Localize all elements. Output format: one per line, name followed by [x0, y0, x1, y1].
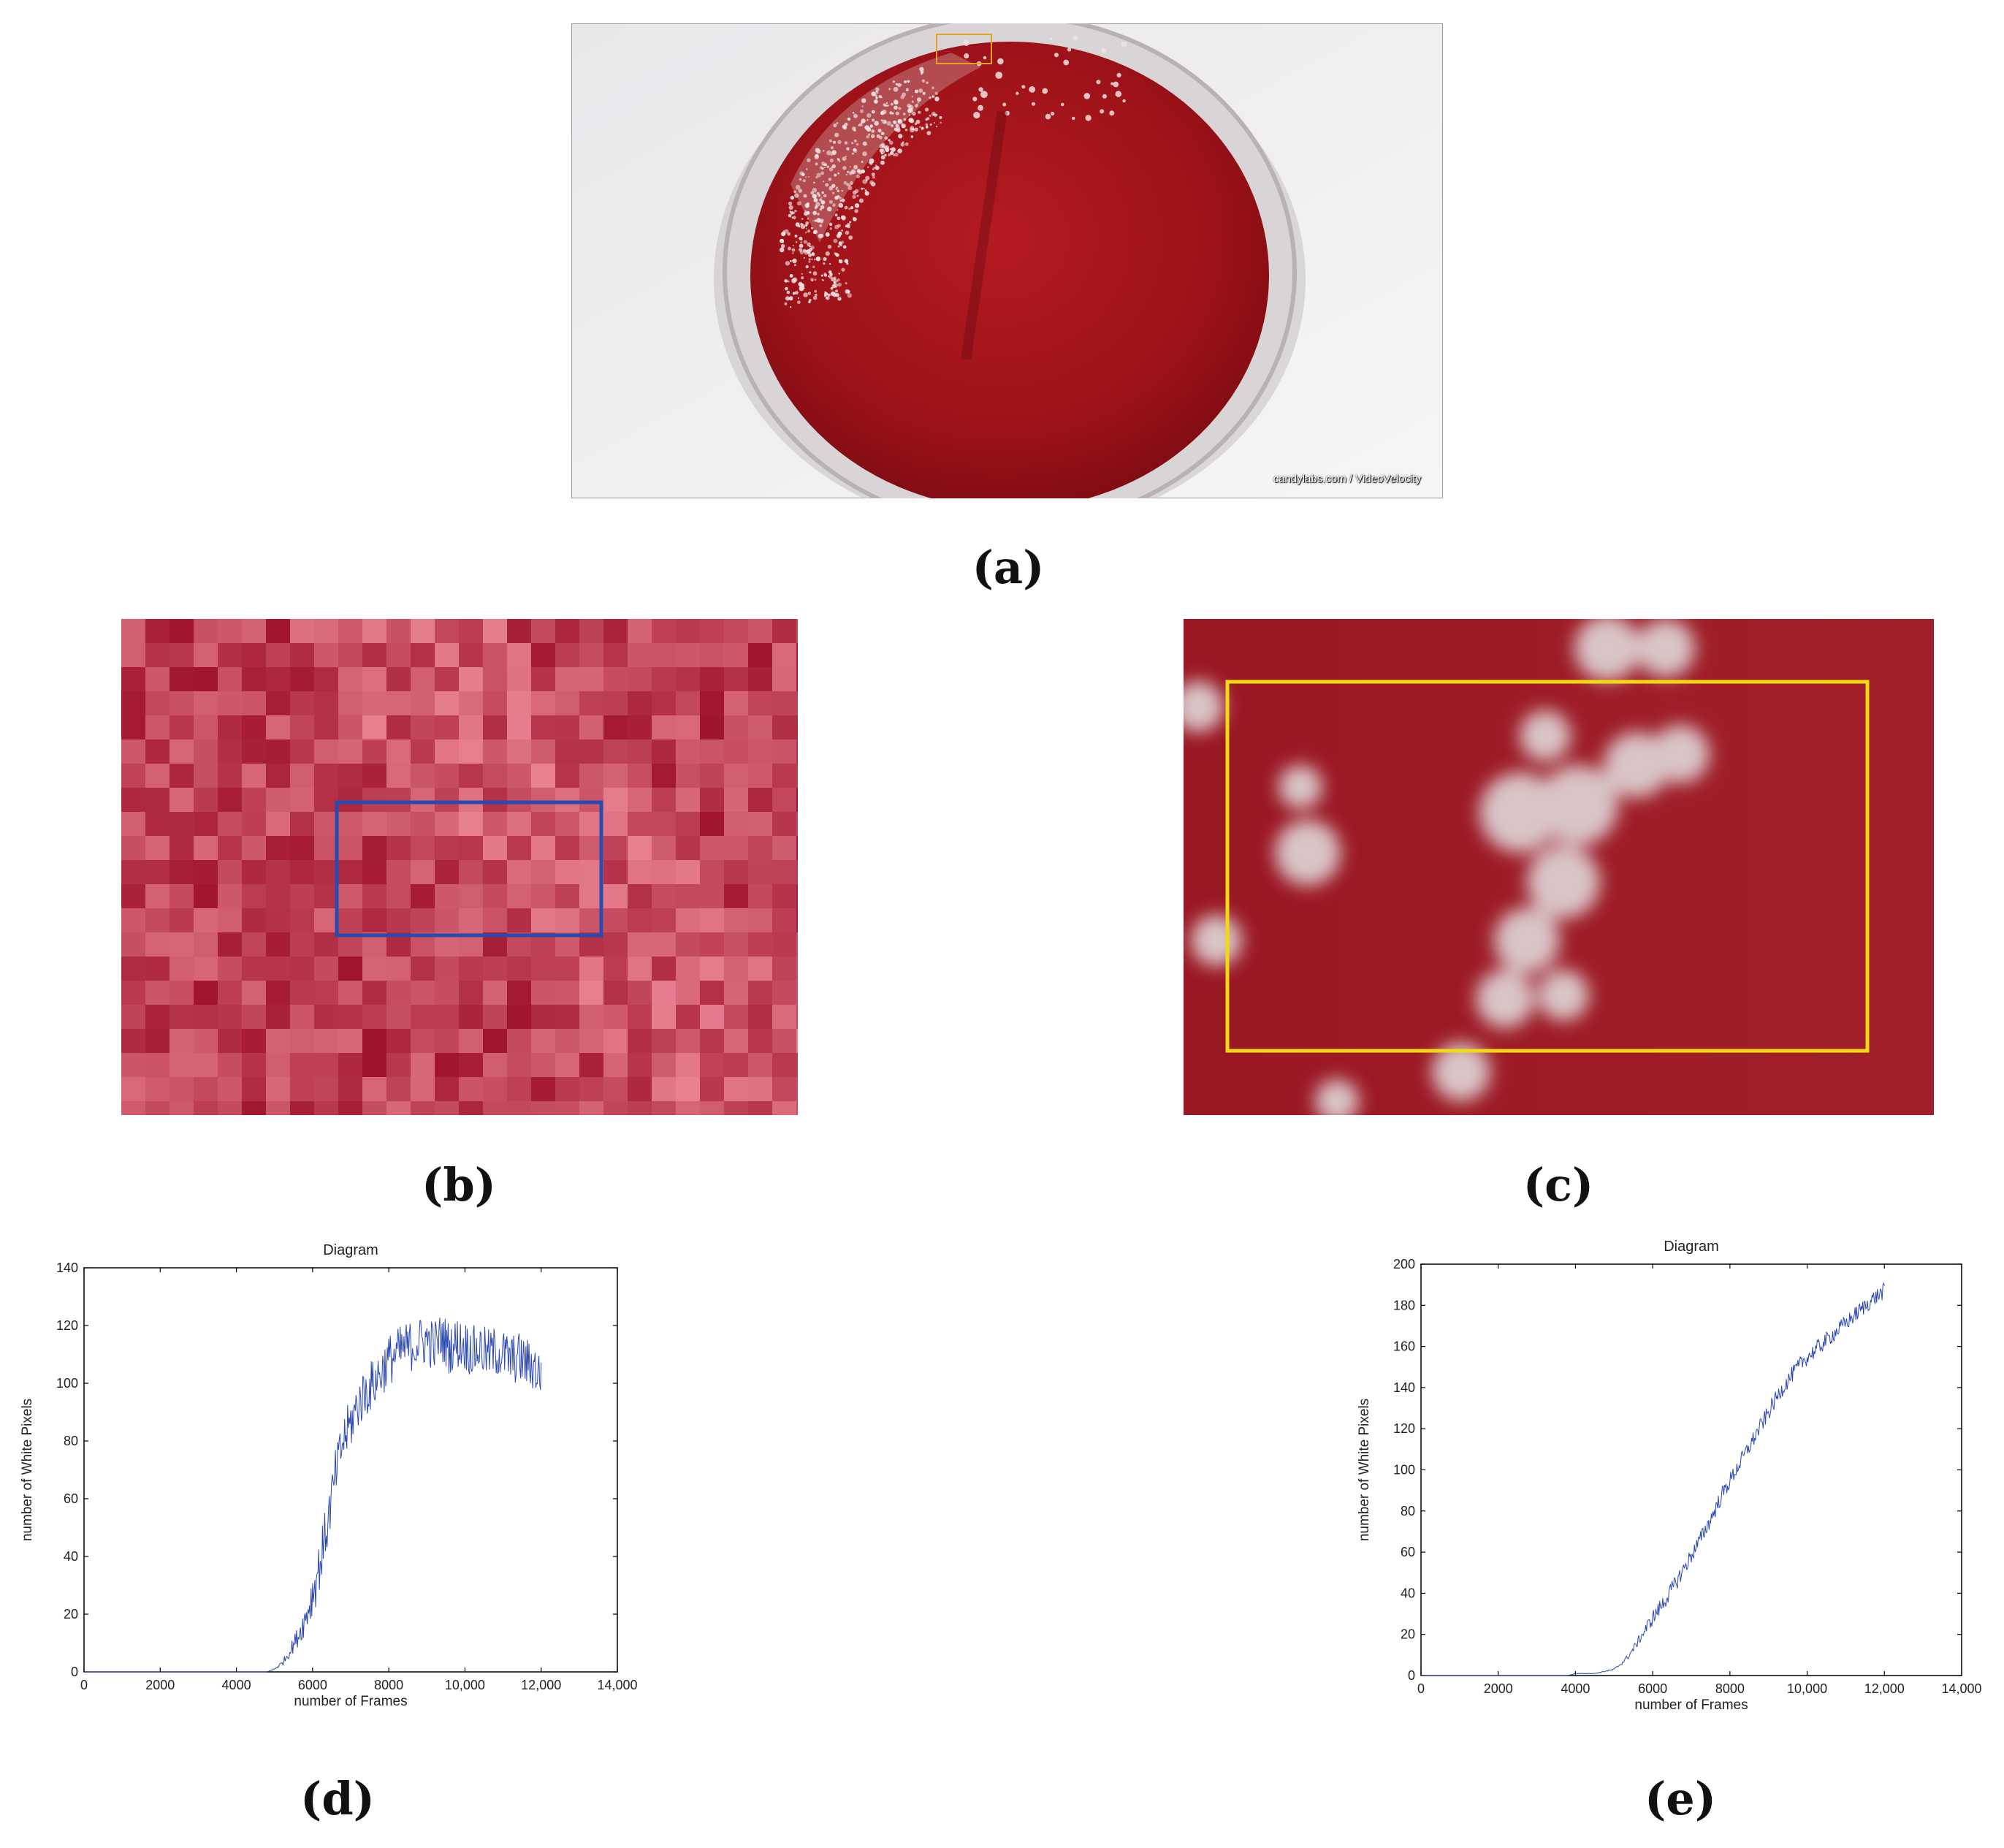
x-tick-label: 14,000 [1941, 1681, 1981, 1696]
chart-d: Diagram 0 2000 4000 6000 8000 10,000 12,000 14,0… [0, 1228, 658, 1739]
series-line [1421, 1282, 1885, 1676]
x-axis-label: number of Frames [1634, 1697, 1748, 1713]
plot-area [1420, 1263, 1962, 1676]
photo-credit: candylabs.com / VideoVelocity [1273, 473, 1421, 485]
x-tick-label: 8000 [374, 1678, 403, 1692]
y-tick-label: 160 [1393, 1339, 1415, 1354]
colony-closeup [1173, 615, 1934, 1123]
blue-roi-box [335, 800, 603, 938]
chart-title: Diagram [1664, 1239, 1719, 1255]
y-tick-label: 60 [64, 1491, 78, 1506]
region-highlight-box [936, 34, 992, 64]
y-tick-label: 120 [56, 1318, 78, 1333]
x-tick-label: 4000 [1561, 1681, 1590, 1696]
x-tick-label: 6000 [1638, 1681, 1667, 1696]
plot-area [83, 1267, 618, 1673]
chart-e: Diagram 0 2000 4000 6000 8000 10,000 12,000 14,0… [1337, 1228, 2004, 1739]
pixel-mosaic [121, 619, 820, 1125]
x-tick-label: 2000 [1484, 1681, 1513, 1696]
zoom-crop-b [121, 619, 820, 1125]
x-tick-label: 12,000 [1864, 1681, 1905, 1696]
y-tick-label: 0 [1408, 1668, 1415, 1683]
zoom-crop-c [1173, 615, 1934, 1123]
y-tick-label: 60 [1401, 1545, 1415, 1559]
x-tick-label: 2000 [145, 1678, 175, 1692]
y-tick-label: 20 [1401, 1627, 1415, 1642]
x-tick-label: 12,000 [521, 1678, 561, 1692]
y-tick-label: 40 [64, 1549, 78, 1564]
caption-c: (c) [1523, 1158, 1594, 1212]
y-tick-label: 0 [71, 1665, 78, 1679]
chart-title: Diagram [323, 1242, 378, 1258]
x-tick-label: 0 [80, 1678, 88, 1692]
x-tick-label: 0 [1417, 1681, 1425, 1696]
y-tick-label: 100 [56, 1376, 78, 1391]
colony-streaks [779, 35, 1127, 308]
petri-dish-illustration [571, 14, 1444, 531]
caption-d: (d) [300, 1772, 376, 1825]
caption-b: (b) [421, 1158, 497, 1212]
caption-a: (a) [972, 541, 1045, 594]
caption-e: (e) [1644, 1772, 1717, 1825]
y-tick-label: 140 [56, 1260, 78, 1275]
y-axis-label: number of White Pixels [20, 1399, 35, 1541]
x-tick-label: 14,000 [597, 1678, 637, 1692]
x-tick-label: 4000 [222, 1678, 251, 1692]
y-tick-label: 120 [1393, 1421, 1415, 1436]
y-tick-label: 140 [1393, 1380, 1415, 1395]
y-tick-label: 40 [1401, 1586, 1415, 1600]
yellow-roi-box [1225, 680, 1870, 1053]
x-tick-label: 6000 [298, 1678, 327, 1692]
series-line [84, 1317, 542, 1673]
x-axis-label: number of Frames [294, 1694, 407, 1709]
chart-d-svg: Diagram 0 2000 4000 6000 8000 10,000 12,000 14,0… [20, 1242, 638, 1709]
x-tick-label: 10,000 [445, 1678, 485, 1692]
y-tick-label: 100 [1393, 1463, 1415, 1478]
y-tick-label: 20 [64, 1607, 78, 1621]
y-tick-label: 80 [64, 1434, 78, 1448]
y-tick-label: 180 [1393, 1298, 1415, 1312]
petri-dish-photo: candylabs.com / VideoVelocity [571, 14, 1444, 531]
y-tick-label: 80 [1401, 1504, 1415, 1518]
y-tick-label: 200 [1393, 1257, 1415, 1271]
x-tick-label: 8000 [1715, 1681, 1745, 1696]
y-axis-label: number of White Pixels [1357, 1399, 1372, 1541]
x-tick-label: 10,000 [1787, 1681, 1827, 1696]
